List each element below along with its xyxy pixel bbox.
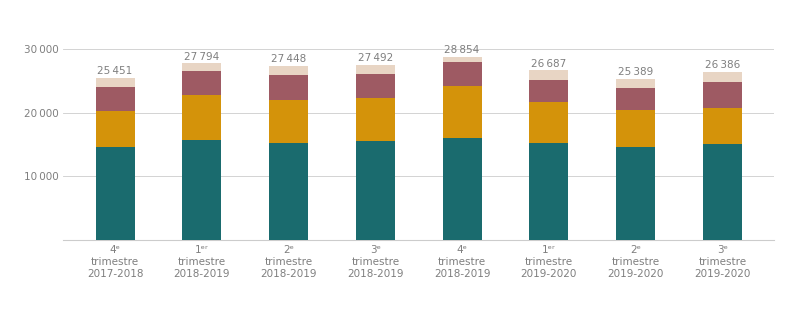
Bar	[616, 110, 655, 147]
Bar	[703, 72, 742, 82]
Bar	[356, 98, 395, 141]
Bar	[703, 144, 742, 240]
Bar	[182, 95, 221, 140]
Bar	[529, 71, 568, 80]
Bar	[269, 143, 308, 240]
Bar	[182, 64, 221, 71]
Bar	[703, 108, 742, 144]
Bar	[616, 88, 655, 110]
Bar	[96, 87, 134, 111]
Bar	[442, 86, 482, 138]
Text: 26 687: 26 687	[531, 59, 566, 69]
Bar	[182, 140, 221, 240]
Bar	[269, 66, 308, 75]
Bar	[442, 57, 482, 62]
Bar	[529, 143, 568, 240]
Text: 25 389: 25 389	[618, 67, 653, 77]
Bar	[529, 80, 568, 102]
Bar	[96, 78, 134, 87]
Text: 27 448: 27 448	[271, 54, 307, 64]
Bar	[96, 147, 134, 240]
Bar	[96, 111, 134, 147]
Bar	[269, 75, 308, 100]
Text: 27 492: 27 492	[358, 54, 393, 64]
Bar	[182, 71, 221, 95]
Text: 27 794: 27 794	[184, 52, 220, 62]
Text: 25 451: 25 451	[97, 66, 133, 77]
Text: 28 854: 28 854	[445, 45, 480, 55]
Bar	[356, 141, 395, 240]
Bar	[356, 74, 395, 98]
Bar	[616, 79, 655, 88]
Bar	[356, 65, 395, 74]
Bar	[269, 100, 308, 143]
Bar	[703, 82, 742, 108]
Bar	[616, 147, 655, 240]
Text: 26 386: 26 386	[705, 61, 740, 71]
Bar	[442, 62, 482, 86]
Bar	[529, 102, 568, 143]
Bar	[442, 138, 482, 240]
